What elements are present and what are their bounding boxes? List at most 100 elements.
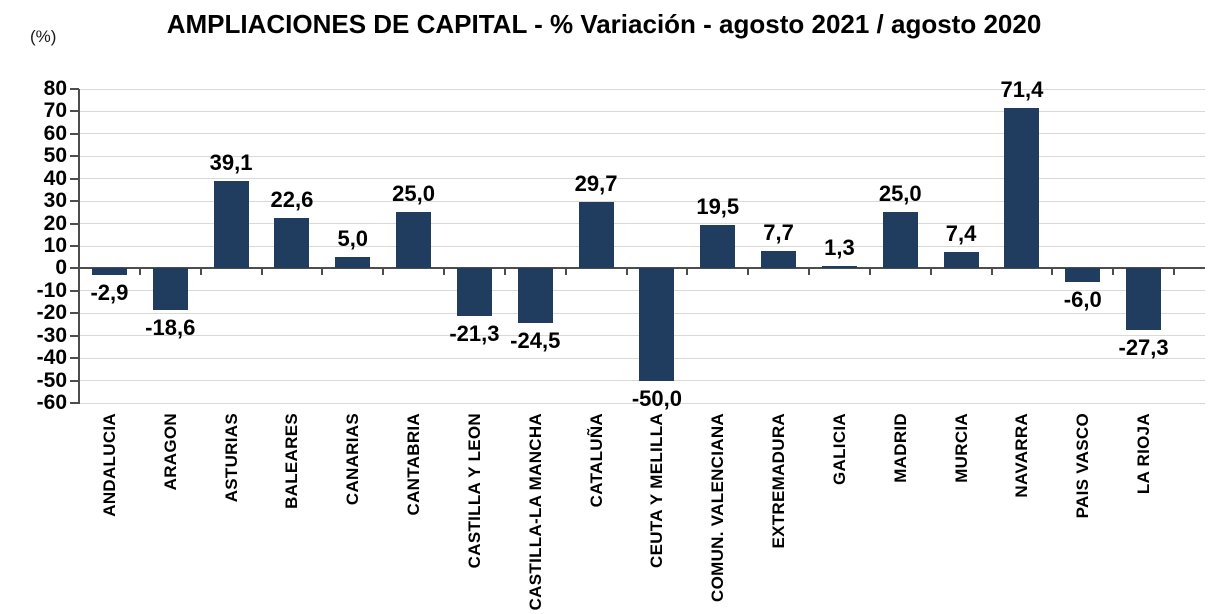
category-boundary-tick (747, 269, 750, 276)
y-axis-tick (70, 222, 79, 225)
category-boundary-tick (1051, 269, 1054, 276)
bar (274, 217, 310, 269)
bar (943, 251, 979, 269)
x-category-label: CEUTA Y MELILLA (647, 413, 667, 568)
y-tick-label: 70 (43, 99, 67, 123)
gridline (79, 155, 1205, 157)
x-category-label: CASTILLA Y LEON (464, 413, 484, 569)
x-category-label: CANARIAS (343, 413, 363, 506)
y-tick-label: 0 (55, 256, 67, 280)
category-boundary-tick (503, 269, 506, 276)
y-tick-label: 40 (43, 166, 67, 190)
y-tick-label: 30 (43, 189, 67, 213)
bar-value-label: 25,0 (878, 181, 922, 207)
bar (761, 251, 797, 269)
y-tick-label: 50 (43, 144, 67, 168)
gridline (79, 110, 1205, 112)
x-category-label: ANDALUCIA (99, 413, 119, 517)
y-axis-tick (70, 379, 79, 382)
gridline (79, 223, 1205, 225)
y-tick-label: 80 (43, 77, 67, 100)
bar (91, 268, 127, 275)
category-boundary-tick (1173, 269, 1175, 276)
gridline (79, 402, 1205, 404)
y-tick-label: 20 (43, 211, 67, 235)
gridline (79, 200, 1205, 202)
bar (700, 224, 736, 269)
bar (213, 180, 249, 269)
category-boundary-tick (1112, 269, 1115, 276)
bar (396, 212, 432, 269)
y-tick-label: -30 (36, 323, 67, 347)
bar-value-label: 1,3 (824, 234, 855, 260)
category-boundary-tick (564, 269, 567, 276)
y-axis-tick (70, 132, 79, 135)
x-category-label: CATALUÑA (586, 413, 606, 508)
y-tick-label: -20 (36, 301, 67, 325)
bar (456, 268, 492, 317)
y-axis-tick (70, 289, 79, 292)
bar-value-label: -6,0 (1063, 286, 1102, 312)
category-boundary-tick (138, 269, 141, 276)
chart-title: AMPLIACIONES DE CAPITAL - % Variación - … (166, 9, 1042, 39)
category-boundary-tick (260, 269, 263, 276)
y-tick-label: -40 (36, 346, 67, 370)
bar-value-label: 22,6 (270, 186, 314, 212)
category-boundary-tick (929, 269, 932, 276)
y-axis-line (78, 89, 80, 404)
y-axis-tick (70, 110, 79, 113)
bar-value-label: 7,7 (763, 220, 794, 246)
x-category-label: LA RIOJA (1134, 413, 1154, 495)
bar (821, 265, 857, 269)
bar-value-label: -2,9 (90, 279, 129, 305)
category-boundary-tick (199, 269, 202, 276)
y-tick-label: -50 (36, 368, 67, 392)
plot-area: 80 70 60 50 40 30 20 10 0 -10 -20 -30 -40 -50 -60 -2,9 A… (37, 77, 1205, 610)
gridline (79, 380, 1205, 382)
category-boundary-tick (808, 269, 810, 276)
x-category-label: ASTURIAS (221, 413, 241, 503)
y-axis-tick (70, 177, 79, 180)
category-boundary-tick (321, 269, 324, 276)
category-boundary-tick (625, 269, 628, 276)
y-axis-tick (70, 155, 79, 158)
bar-value-label: 29,7 (574, 170, 618, 196)
x-category-label: CASTILLA-LA MANCHA (525, 413, 545, 611)
bar (335, 257, 371, 269)
bar-value-label: -18,6 (145, 315, 196, 341)
bar (517, 268, 553, 324)
bar (1004, 108, 1040, 269)
x-category-label: MURCIA (951, 413, 971, 483)
category-boundary-tick (382, 269, 385, 276)
x-category-label: EXTREMADURA (769, 413, 789, 549)
x-category-label: PAIS VASCO (1073, 413, 1093, 519)
y-tick-label: 10 (43, 234, 67, 257)
y-axis-tick (70, 267, 79, 270)
x-category-label: NAVARRA (1012, 413, 1032, 498)
x-category-label: COMUN. VALENCIANA (708, 413, 728, 602)
x-category-label: CANTABRIA (404, 413, 424, 516)
bar (152, 268, 188, 311)
bar (1126, 268, 1162, 330)
x-category-label: MADRID (890, 413, 910, 483)
y-axis-tick (70, 357, 79, 360)
gridline (79, 178, 1205, 180)
y-axis-tick (70, 402, 79, 404)
gridline (79, 245, 1205, 247)
category-boundary-tick (78, 269, 80, 276)
gridline (79, 88, 1205, 90)
category-boundary-tick (868, 269, 871, 276)
bar-value-label: 7,4 (945, 220, 977, 246)
y-tick-label: -60 (36, 391, 67, 414)
bar (639, 268, 675, 381)
category-boundary-tick (686, 269, 689, 276)
x-category-label: BALEARES (282, 413, 302, 509)
bar (1065, 268, 1101, 282)
bar-value-label: 71,4 (1000, 77, 1044, 103)
bar-value-label: -21,3 (449, 321, 500, 347)
bar-value-label: 5,0 (337, 226, 369, 252)
bar-value-label: 39,1 (209, 149, 253, 175)
y-tick-label: -10 (36, 278, 67, 302)
gridline (79, 133, 1205, 135)
